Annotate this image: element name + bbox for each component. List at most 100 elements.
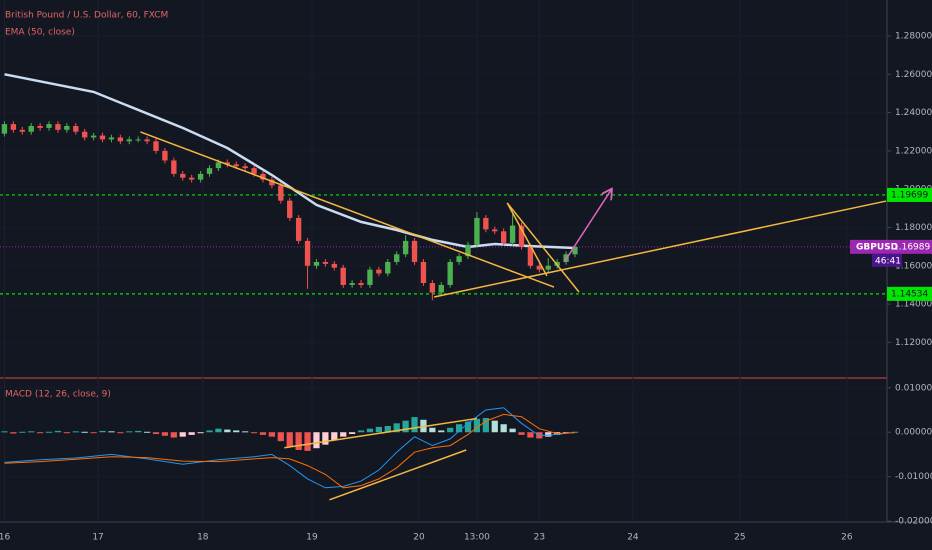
candle-body <box>90 135 97 138</box>
macd-histogram-bar <box>349 432 356 434</box>
candle-body <box>108 137 115 140</box>
macd-histogram-bar <box>19 431 26 433</box>
macd-histogram-bar <box>518 432 525 435</box>
level-label: 1.14534 <box>891 289 928 299</box>
x-tick-label: 23 <box>534 533 545 543</box>
macd-histogram-bar <box>455 424 463 433</box>
candle-body <box>402 240 409 255</box>
macd-histogram-bar <box>304 432 311 451</box>
macd-title: MACD (12, 26, close, 9) <box>5 390 111 400</box>
macd-histogram-bar <box>161 432 169 436</box>
candle-body <box>304 240 311 266</box>
chart-title: British Pound / U.S. Dollar, 60, FXCM <box>5 11 168 21</box>
macd-histogram-bar <box>188 432 195 435</box>
macd-histogram-bar <box>322 432 329 445</box>
candle-body <box>545 265 551 270</box>
macd-histogram-bar <box>45 431 53 433</box>
y-tick-label: 1.18000 <box>895 223 932 233</box>
candle-body <box>260 173 266 180</box>
candle-body <box>82 131 88 138</box>
macd-histogram-bar <box>143 431 151 433</box>
candle-body <box>349 283 355 285</box>
macd-histogram-bar <box>197 432 204 434</box>
trendline <box>284 417 478 449</box>
candle-body <box>536 265 543 270</box>
candle-body <box>233 164 239 167</box>
macd-histogram-bar <box>331 432 338 441</box>
candle-body <box>572 246 578 255</box>
macd-histogram-bar <box>482 418 489 433</box>
macd-histogram-bar <box>63 432 70 434</box>
macd-histogram-bar <box>126 431 133 433</box>
x-tick-label: 19 <box>306 533 318 543</box>
macd-histogram-bar <box>402 420 409 433</box>
macd-histogram-bar <box>295 432 302 450</box>
candle-body <box>117 137 124 142</box>
last-price-value: 1.16989 <box>893 242 930 252</box>
candle-body <box>500 231 507 243</box>
y-tick-label: 0.01000 <box>895 383 932 393</box>
macd-histogram-bar <box>233 430 240 433</box>
countdown-box <box>872 253 902 267</box>
macd-histogram-bar <box>206 430 213 433</box>
candle-body <box>358 283 364 285</box>
candle-body <box>224 162 230 165</box>
macd-histogram-bar <box>108 431 115 433</box>
candle-body <box>269 179 275 186</box>
macd-histogram-bar <box>10 432 17 434</box>
candle-body <box>492 229 498 232</box>
macd-histogram-bar <box>250 432 258 434</box>
macd-histogram-bar <box>384 426 391 433</box>
macd-histogram-bar <box>277 432 284 442</box>
level-label-box <box>887 286 932 301</box>
candle-body <box>28 126 34 132</box>
candle-body <box>126 139 132 142</box>
macd-histogram-bar <box>313 432 320 449</box>
trendline <box>140 131 555 288</box>
candle-body <box>367 269 373 285</box>
candle-body <box>376 269 382 274</box>
candle-body <box>331 263 337 268</box>
macd-histogram-bar <box>215 428 222 433</box>
candle-body <box>206 168 213 174</box>
macd-histogram-bar <box>357 430 365 433</box>
candle-body <box>278 185 284 201</box>
candle-body <box>518 225 525 247</box>
candle-body <box>420 261 427 284</box>
x-tick-label: 20 <box>413 533 425 543</box>
macd-histogram-bar <box>411 417 418 433</box>
macd-histogram-bar <box>152 432 160 434</box>
candle-body <box>322 261 329 264</box>
candle-body <box>55 124 61 130</box>
macd-histogram-bar <box>28 431 35 433</box>
ema-line <box>4 73 576 250</box>
y-tick-label: 1.16000 <box>895 261 932 271</box>
macd-histogram-bar <box>90 432 97 434</box>
macd-histogram-bar <box>224 429 231 433</box>
macd-histogram-bar <box>464 421 472 433</box>
macd-histogram-bar <box>259 432 267 435</box>
candle-body <box>171 160 177 174</box>
macd-histogram-bar <box>81 431 88 433</box>
candle-body <box>46 124 52 128</box>
candle-body <box>251 168 257 174</box>
candle-body <box>429 283 436 293</box>
x-tick-label: 17 <box>92 533 103 543</box>
candle-body <box>242 166 248 169</box>
candle-body <box>295 217 302 241</box>
macd-histogram-bar <box>268 432 276 437</box>
y-tick-label: 1.28000 <box>895 32 932 42</box>
x-tick-label: 16 <box>0 533 10 543</box>
candle-body <box>135 139 141 141</box>
candle-body <box>144 139 150 142</box>
candle-body <box>73 126 79 132</box>
candle-body <box>394 254 400 262</box>
y-tick-label: 1.22000 <box>895 146 932 156</box>
trendline <box>506 202 580 293</box>
y-tick-label: -0.02000 <box>895 517 932 527</box>
candle-body <box>456 256 462 262</box>
macd-histogram-bar <box>509 428 516 433</box>
x-tick-label: 26 <box>841 533 853 543</box>
macd-histogram-bar <box>447 427 454 433</box>
